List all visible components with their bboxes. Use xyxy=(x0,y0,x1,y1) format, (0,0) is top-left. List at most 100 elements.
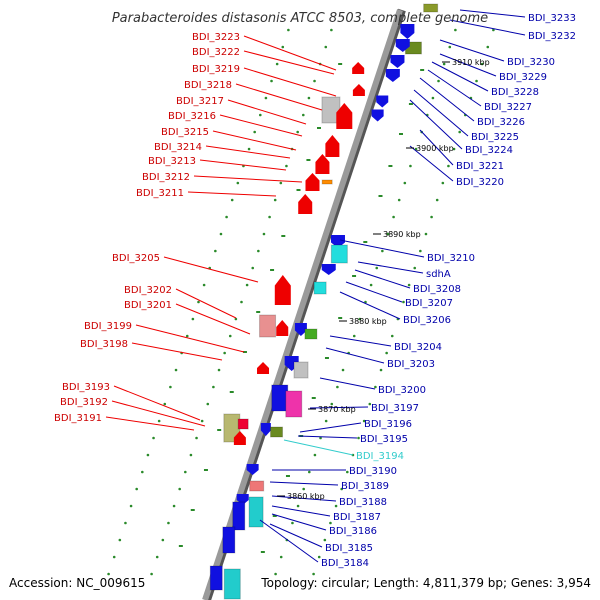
gene-arrow-forward xyxy=(298,194,313,214)
kbp-label: 3880 kbp xyxy=(349,317,387,326)
leader-right xyxy=(427,69,482,107)
track-dot xyxy=(167,521,170,525)
gene-label-left: BDI_3205 xyxy=(112,253,160,264)
gene-block xyxy=(330,244,348,264)
track-dot xyxy=(308,470,311,474)
track-dot xyxy=(189,453,193,457)
leader-left xyxy=(113,385,201,421)
leader-left xyxy=(199,159,287,171)
gene-label-right: BDI_3230 xyxy=(507,57,555,68)
track-dot xyxy=(141,470,144,474)
track-dot xyxy=(458,130,461,134)
gene-label-left: BDI_3192 xyxy=(60,397,108,408)
track-dot xyxy=(247,147,251,151)
track-dot xyxy=(431,96,435,100)
leader-right xyxy=(329,335,392,347)
leader-right xyxy=(419,129,454,166)
gene-block xyxy=(423,3,439,13)
track-dot xyxy=(329,521,332,525)
track-dot xyxy=(330,402,334,406)
track-dot xyxy=(285,164,288,168)
map-title: Parabacteroides distasonis ATCC 8503, co… xyxy=(112,11,488,26)
leader-right xyxy=(339,239,425,258)
kbp-label: 3870 kbp xyxy=(318,405,356,414)
gene-block xyxy=(321,179,333,185)
track-dot xyxy=(129,504,133,508)
track-dot xyxy=(191,317,195,321)
track-dot xyxy=(448,45,452,49)
track-dot xyxy=(430,215,433,219)
track-dot xyxy=(135,487,138,491)
gene-block xyxy=(270,426,284,438)
gene-label-right: BDI_3188 xyxy=(339,497,387,508)
gene-arrow-reverse xyxy=(376,95,389,108)
track-dot xyxy=(313,79,316,83)
gene-label-right: BDI_3224 xyxy=(465,145,513,156)
gene-arrow-reverse xyxy=(246,464,259,475)
track-dot xyxy=(324,419,328,423)
track-dot xyxy=(413,266,417,270)
gene-label-right: BDI_3229 xyxy=(499,72,547,83)
track-dot xyxy=(150,572,153,576)
track-dot xyxy=(225,215,228,219)
leader-right xyxy=(431,61,489,92)
track-dot xyxy=(219,232,223,236)
track-dot xyxy=(441,181,445,185)
track-dot xyxy=(358,317,362,321)
gene-label-right: BDI_3203 xyxy=(387,359,435,370)
gene-label-left: BDI_3211 xyxy=(136,188,184,199)
gene-label-right: BDI_3197 xyxy=(371,403,419,414)
track-dot xyxy=(206,402,210,406)
leader-left xyxy=(105,416,195,431)
backbone-line xyxy=(202,9,403,600)
track-dot xyxy=(258,113,262,117)
leader-right xyxy=(439,53,497,77)
leader-right xyxy=(354,269,411,289)
leader-left xyxy=(163,256,259,283)
leader-left xyxy=(243,35,337,71)
track-dot xyxy=(323,538,327,542)
gene-label-right: BDI_3208 xyxy=(413,284,461,295)
track-dot xyxy=(274,572,277,576)
gene-block xyxy=(232,501,246,531)
leader-right xyxy=(419,77,475,122)
gene-arrow-reverse xyxy=(321,264,336,275)
gene-arrow-forward xyxy=(325,135,340,157)
track-dot xyxy=(392,215,395,219)
track-dot xyxy=(197,300,200,304)
track-dot xyxy=(414,147,418,151)
kbp-label: 3860 kbp xyxy=(287,492,325,501)
gene-label-left: BDI_3201 xyxy=(124,300,172,311)
leader-right xyxy=(271,495,337,502)
track-dot xyxy=(251,266,255,270)
gene-arrow-reverse xyxy=(395,39,410,52)
kbp-label: 3900 kbp xyxy=(416,144,454,153)
track-dot xyxy=(281,45,285,49)
gene-label-right: BDI_3226 xyxy=(477,117,525,128)
gene-arrow-forward xyxy=(315,154,330,174)
leader-right xyxy=(269,523,323,548)
track-dot xyxy=(262,232,266,236)
label-leaders xyxy=(105,9,526,563)
track-dot xyxy=(419,249,422,253)
track-dot xyxy=(409,164,412,168)
gene-label-right: BDI_3196 xyxy=(364,419,412,430)
gene-arrow-reverse xyxy=(330,235,345,248)
track-dot xyxy=(375,266,379,270)
gene-label-right: BDI_3194 xyxy=(356,451,404,462)
track-dot xyxy=(307,96,311,100)
track-dot xyxy=(302,487,305,491)
leader-left xyxy=(111,400,206,427)
track-dot xyxy=(486,45,490,49)
gene-label-left: BDI_3193 xyxy=(62,382,110,393)
gene-block xyxy=(259,314,277,338)
leader-left xyxy=(205,145,291,159)
gene-arrow-forward xyxy=(352,84,365,96)
gene-labels: BDI_3223 BDI_3222 BDI_3219 BDI_3218 BDI_3217… xyxy=(54,13,576,569)
leader-left xyxy=(227,99,307,125)
gene-label-left: BDI_3198 xyxy=(80,339,128,350)
track-dot xyxy=(346,470,349,474)
track-dot xyxy=(287,28,290,32)
gene-block xyxy=(248,496,264,528)
